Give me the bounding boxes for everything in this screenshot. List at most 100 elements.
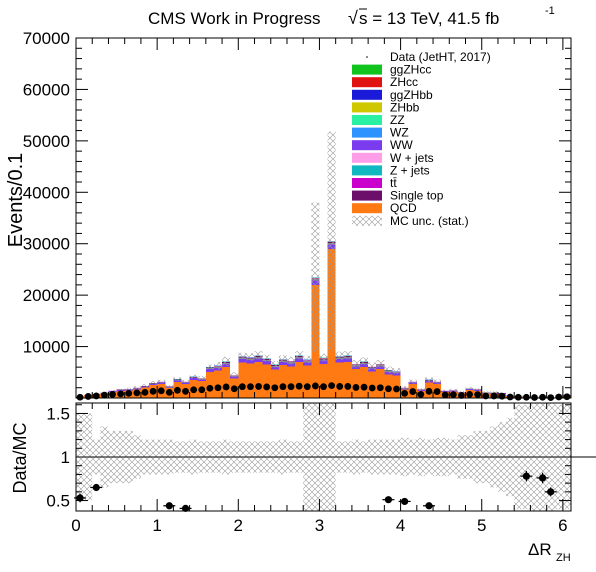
uncertainty-bin — [408, 379, 417, 384]
data-point — [125, 389, 133, 397]
data-point — [328, 382, 336, 390]
data-point — [466, 391, 473, 398]
legend: Data (JetHT, 2017)ggZHccZHccggZHbbZHbbZZ… — [352, 50, 491, 228]
bar — [360, 364, 369, 368]
bar — [351, 366, 361, 370]
uncertainty-bin — [262, 354, 271, 362]
legend-label: ZHbb — [390, 100, 420, 114]
main-frame — [75, 37, 572, 399]
data-point — [360, 383, 368, 391]
bar — [173, 380, 182, 383]
bar — [222, 367, 231, 398]
uncertainty-bin — [230, 372, 239, 378]
bar — [270, 366, 279, 370]
ratio-point — [165, 502, 173, 510]
data-point — [279, 383, 287, 391]
sqrt-sign-icon: √ — [348, 8, 358, 28]
uncertainty-bin — [441, 389, 450, 392]
bar — [343, 358, 352, 362]
x-axis-label-text: ΔR — [528, 540, 552, 559]
data-point — [531, 394, 538, 401]
bar — [351, 369, 361, 398]
uncertainty-bin — [449, 388, 458, 392]
legend-label: QCD — [390, 201, 417, 215]
data-point — [344, 383, 352, 390]
bar — [230, 376, 239, 379]
legend-item-zhbb: ZHbb — [352, 100, 420, 114]
y-tick-label: 40000 — [23, 183, 70, 202]
x-tick-label: 2 — [234, 516, 243, 535]
uncertainty-bin — [254, 351, 263, 360]
ratio-point — [181, 504, 190, 512]
bar — [335, 362, 344, 398]
uncertainty-bin — [376, 359, 385, 368]
data-point — [506, 393, 514, 401]
legend-swatch — [352, 203, 382, 214]
data-point — [174, 386, 181, 394]
bar — [319, 360, 328, 365]
bar — [165, 387, 174, 389]
legend-item-ggzhbb: ggZHbb — [352, 88, 433, 102]
data-point — [514, 393, 522, 401]
data-point — [247, 383, 254, 391]
uncertainty-bin — [132, 386, 141, 390]
legend-swatch — [352, 115, 382, 125]
data-point — [190, 386, 198, 394]
ratio-point — [92, 483, 100, 492]
legend-item-qcd: QCD — [352, 201, 417, 215]
data-point — [368, 384, 376, 392]
uncertainty-bin — [351, 359, 361, 368]
data-point — [117, 390, 125, 398]
uncertainty-bin — [124, 387, 133, 390]
legend-item-ww: WW — [352, 138, 413, 152]
data-point — [320, 383, 327, 391]
data-point — [182, 387, 189, 395]
bar — [376, 366, 385, 370]
ratio-point — [425, 502, 433, 510]
legend-swatch — [352, 127, 382, 138]
data-point — [133, 389, 141, 397]
legend-label: ZHcc — [390, 75, 418, 89]
data-point — [238, 383, 246, 391]
y-tick-label: 10000 — [23, 338, 70, 357]
legend-label: MC unc. (stat.) — [390, 214, 469, 228]
ratio-point — [76, 494, 84, 502]
bar — [392, 373, 401, 376]
ratio-y-tick-label: 1.5 — [46, 404, 70, 423]
x-tick-label: 1 — [152, 516, 161, 535]
legend-item-zz: ZZ — [352, 113, 405, 127]
legend-label: ZZ — [390, 113, 405, 127]
legend-swatch — [352, 64, 382, 75]
data-series — [76, 382, 571, 401]
data-point — [198, 386, 206, 394]
uncertainty-bin — [335, 351, 344, 360]
y-tick-label: 30000 — [23, 235, 70, 254]
data-point — [271, 384, 279, 392]
data-point — [141, 388, 149, 396]
uncertainty-bin — [433, 379, 442, 384]
data-point — [149, 387, 157, 395]
legend-swatch — [352, 89, 382, 100]
data-point — [352, 384, 360, 391]
legend-item-wz: WZ — [352, 126, 409, 140]
legend-label: WW — [390, 138, 413, 152]
uncertainty-bin — [213, 362, 223, 370]
bar — [246, 363, 255, 398]
data-point — [385, 385, 392, 393]
legend-label: Data (JetHT, 2017) — [390, 50, 491, 64]
data-point — [230, 385, 238, 393]
legend-swatch — [352, 102, 382, 113]
ratio-point — [401, 497, 409, 506]
uncertainty-bin — [149, 381, 158, 385]
x-tick-label: 5 — [477, 516, 486, 535]
data-point — [401, 389, 409, 397]
legend-item-mc-unc-stat: MC unc. (stat.) — [352, 214, 469, 228]
y-tick-label: 70000 — [23, 29, 70, 48]
bar — [319, 364, 328, 398]
bar — [343, 362, 352, 398]
legend-swatch — [352, 77, 382, 88]
ratio-point — [538, 474, 547, 482]
uncertainty-bin — [116, 388, 125, 391]
ratio-axes: 0.5 1 1.5 0 1 2 3 4 5 6 — [46, 402, 572, 535]
legend-item-zhcc: ZHcc — [352, 75, 418, 89]
